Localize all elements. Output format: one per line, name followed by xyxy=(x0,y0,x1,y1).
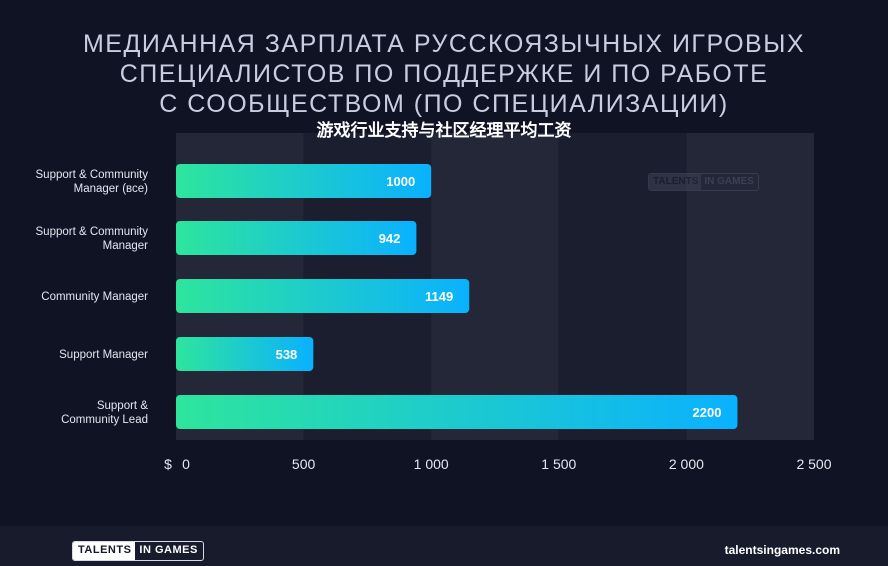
bar-2 xyxy=(176,279,470,313)
x-axis-ticks: $0 500 1 000 1 500 2 000 2 500 xyxy=(164,456,832,472)
bar-value-label-4: 2200 xyxy=(693,405,722,420)
bar-0 xyxy=(176,164,432,198)
logo-left: TALENTS xyxy=(73,542,136,560)
bar-3 xyxy=(176,337,314,371)
grid-band-4 xyxy=(686,133,814,440)
bar-value-label-2: 1149 xyxy=(425,289,453,304)
category-label-0-0: Support & Community xyxy=(36,169,149,181)
currency-symbol: $ xyxy=(164,456,172,472)
bar-1 xyxy=(176,221,417,255)
category-labels: Support & Community Manager (все) Support … xyxy=(36,169,149,426)
x-tick-label-4: 2 000 xyxy=(669,456,704,472)
category-label-1-0: Support & Community xyxy=(36,226,149,238)
logo-right: IN GAMES xyxy=(139,544,198,556)
bar-4 xyxy=(176,395,738,429)
title-line-1: МЕДИАННАЯ ЗАРПЛАТА РУССКОЯЗЫЧНЫХ ИГРОВЫХ xyxy=(82,30,806,58)
category-label-1-1: Manager xyxy=(103,240,149,252)
watermark-right: IN GAMES xyxy=(704,176,754,187)
x-tick-label-0: 0 xyxy=(182,456,190,472)
category-label-4-0: Support & xyxy=(97,400,148,412)
x-tick-label-2: 1 000 xyxy=(414,456,449,472)
x-tick-label-1: 500 xyxy=(292,456,316,472)
bar-value-label-0: 1000 xyxy=(386,174,415,189)
category-label-4-1: Community Lead xyxy=(61,414,148,426)
title-line-2: СПЕЦИАЛИСТОВ ПО ПОДДЕРЖКЕ И ПО РАБОТЕ xyxy=(119,60,769,88)
website-link[interactable]: talentsingames.com xyxy=(724,543,840,557)
category-label-2-0: Community Manager xyxy=(41,291,148,303)
title-line-3: С СООБЩЕСТВОМ (ПО СПЕЦИАЛИЗАЦИИ) xyxy=(159,90,729,118)
x-tick-label-5: 2 500 xyxy=(796,456,831,472)
bar-value-label-3: 538 xyxy=(276,347,298,362)
watermark-logo: TALENTS IN GAMES xyxy=(648,173,759,191)
bar-series: 1000 942 1149 538 2200 xyxy=(176,164,738,429)
bar-value-label-1: 942 xyxy=(379,231,401,246)
category-label-3-0: Support Manager xyxy=(59,349,148,361)
brand-logo: TALENTS IN GAMES xyxy=(72,541,204,561)
watermark-left: TALENTS xyxy=(649,174,702,190)
footer-bar xyxy=(0,526,888,566)
category-label-0-1: Manager (все) xyxy=(74,183,149,195)
subtitle: 游戏行业支持与社区经理平均工资 xyxy=(316,121,572,141)
x-tick-label-3: 1 500 xyxy=(541,456,576,472)
